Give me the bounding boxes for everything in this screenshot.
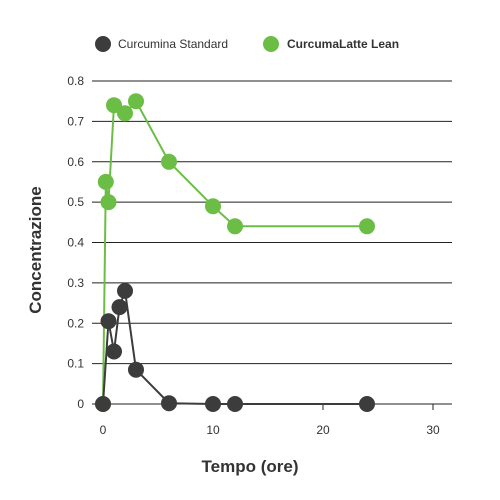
data-point-curcumalatte-lean [117, 105, 133, 122]
data-point-curcumina-standard [359, 396, 375, 412]
x-axis-title: Tempo (ore) [202, 457, 299, 476]
data-point-curcumina-standard [95, 396, 111, 412]
y-tick-label: 0.3 [67, 276, 84, 290]
data-point-curcumalatte-lean [100, 194, 117, 211]
axes: 0 0.1 0.2 0.3 0.4 0.5 0.6 0.7 0.8 0 10 20 30 [67, 74, 452, 437]
series-line-curcumalatte-lean [102, 99, 367, 405]
data-point-curcumalatte-lean [161, 153, 177, 170]
legend-marker-curcumina-standard [95, 36, 111, 52]
data-point-curcumalatte-lean [106, 97, 122, 114]
y-tick-label: 0.1 [67, 357, 84, 371]
y-tick-label: 0.8 [67, 74, 84, 88]
grid [92, 80, 452, 365]
data-point-curcumalatte-lean [205, 198, 221, 215]
y-axis-title: Concentrazione [26, 186, 45, 314]
data-point-curcumina-standard [205, 396, 221, 412]
legend-marker-curcumalatte-lean [263, 36, 279, 52]
data-point-curcumina-standard [106, 343, 122, 360]
data-point-curcumalatte-lean [128, 93, 144, 110]
y-tick-label: 0.4 [67, 236, 84, 250]
data-point-curcumina-standard [117, 282, 133, 299]
legend: Curcumina Standard CurcumaLatte Lean [95, 36, 399, 52]
data-point-curcumalatte-lean [97, 173, 114, 190]
data-point-curcumalatte-lean [359, 218, 375, 235]
x-tick-label: 10 [206, 423, 220, 437]
data-point-curcumina-standard [100, 313, 117, 330]
legend-label-curcumina-standard: Curcumina Standard [118, 37, 228, 51]
legend-label-curcumalatte-lean: CurcumaLatte Lean [287, 37, 399, 51]
data-point-curcumina-standard [128, 361, 144, 378]
y-tick-label: 0.6 [67, 155, 84, 169]
series-line-curcumina-standard [102, 290, 367, 405]
y-tick-label: 0.5 [67, 195, 84, 209]
series [95, 93, 375, 412]
x-tick-label: 0 [100, 423, 107, 437]
y-tick-label: 0.2 [67, 316, 84, 330]
x-tick-label: 30 [426, 423, 440, 437]
data-point-curcumalatte-lean [227, 218, 243, 235]
data-point-curcumina-standard [111, 299, 128, 316]
data-point-curcumina-standard [227, 396, 243, 412]
y-tick-label: 0.7 [67, 114, 84, 128]
x-tick-label: 20 [316, 423, 330, 437]
data-point-curcumina-standard [161, 395, 177, 412]
y-tick-label: 0 [77, 397, 84, 411]
